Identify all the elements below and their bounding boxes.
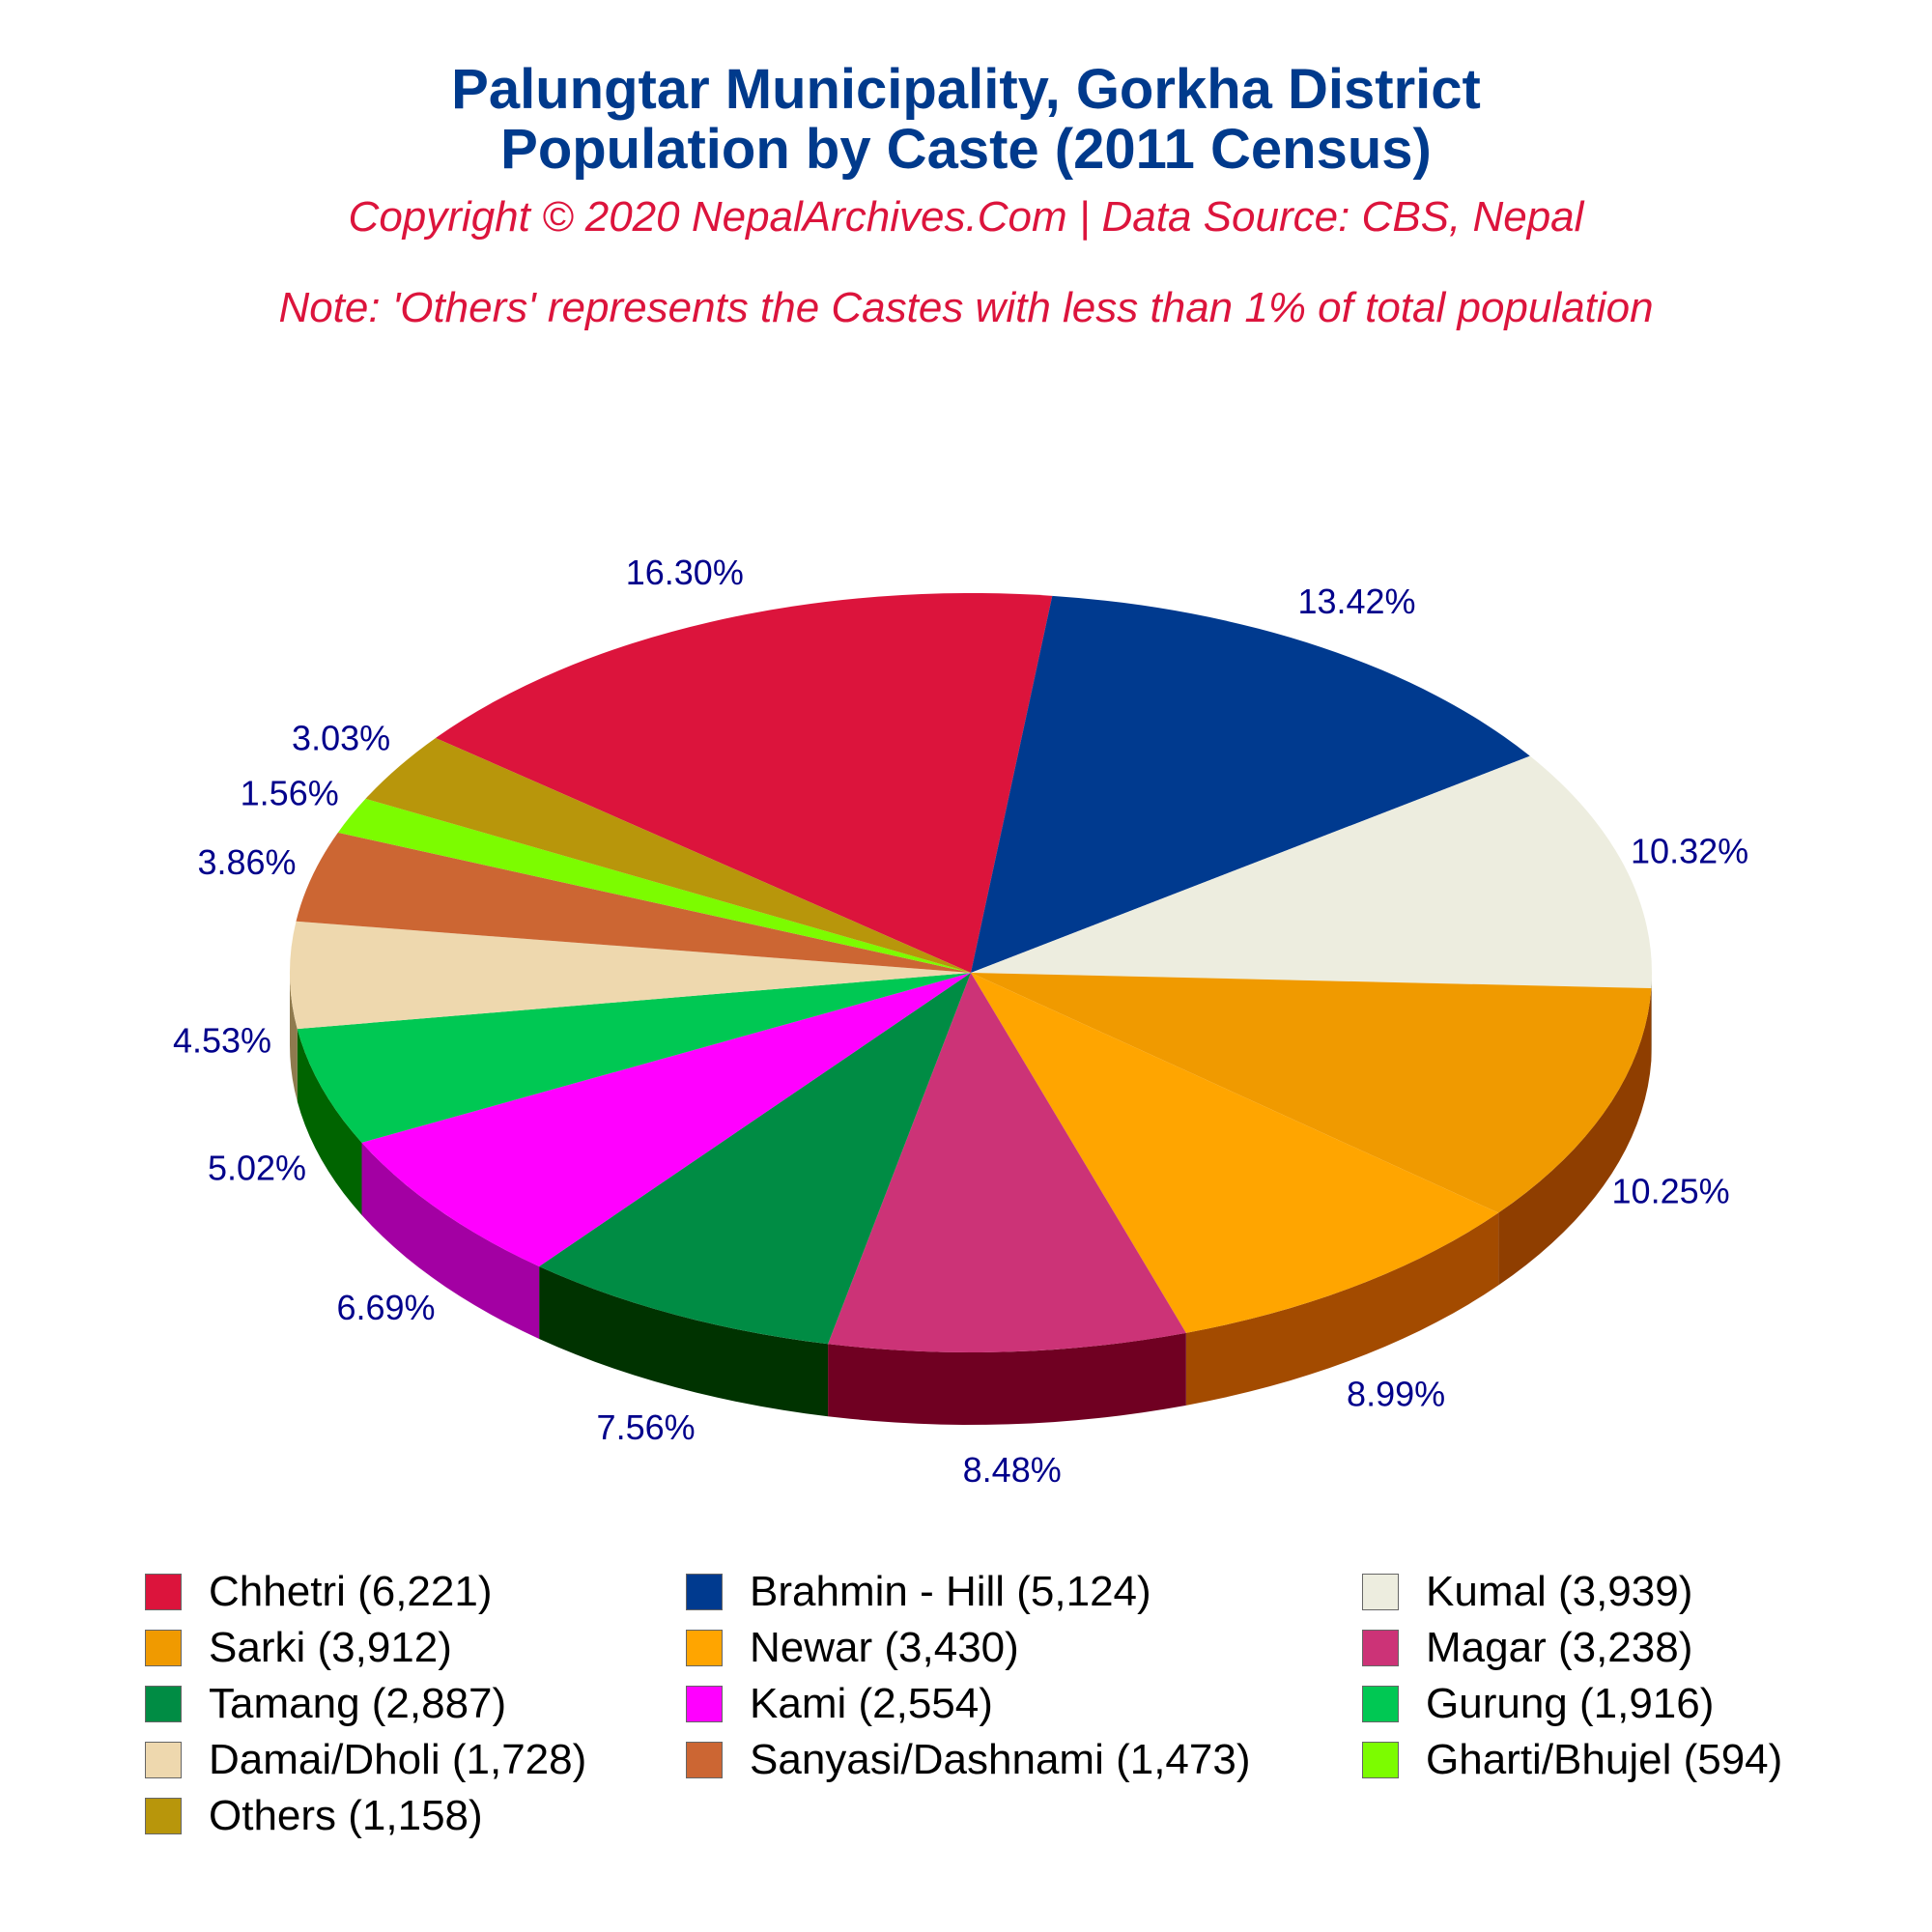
pct-label-chhetri: 16.30% xyxy=(626,553,744,592)
slice-tamang xyxy=(539,973,971,1345)
slice-side-gurung xyxy=(297,1029,362,1215)
legend-swatch xyxy=(686,1574,723,1610)
slice-side-kumal xyxy=(1651,973,1652,1062)
slice-sarki xyxy=(971,973,1652,1213)
legend-item-tamang: Tamang (2,887) xyxy=(145,1677,686,1731)
slice-side-tamang xyxy=(539,1265,829,1417)
legend-label: Kumal (3,939) xyxy=(1426,1568,1693,1615)
legend-swatch xyxy=(1362,1686,1399,1722)
slice-gurung xyxy=(297,973,971,1143)
slice-newar xyxy=(971,973,1499,1333)
legend-item-others: Others (1,158) xyxy=(145,1789,686,1843)
note-text: Note: 'Others' represents the Castes wit… xyxy=(278,284,1654,331)
legend-item-sanyasi-dashnami: Sanyasi/Dashnami (1,473) xyxy=(686,1733,1362,1787)
legend-item-kami: Kami (2,554) xyxy=(686,1677,1362,1731)
slice-side-kami xyxy=(361,1142,540,1339)
legend-item-magar: Magar (3,238) xyxy=(1362,1621,1835,1675)
pct-label-damai-dholi: 4.53% xyxy=(173,1020,271,1060)
legend-label: Kami (2,554) xyxy=(750,1680,993,1727)
legend-item-brahmin-hill: Brahmin - Hill (5,124) xyxy=(686,1565,1362,1619)
legend-swatch xyxy=(686,1630,723,1666)
pct-label-gurung: 5.02% xyxy=(208,1149,306,1188)
pct-label-magar: 8.48% xyxy=(963,1450,1062,1490)
legend-label: Others (1,158) xyxy=(209,1792,483,1839)
legend-item-gharti-bhujel: Gharti/Bhujel (594) xyxy=(1362,1733,1835,1787)
legend-swatch xyxy=(686,1686,723,1722)
pct-label-others: 3.03% xyxy=(292,719,390,758)
slice-brahmin-hill xyxy=(971,595,1530,973)
pct-label-kami: 6.69% xyxy=(336,1288,435,1327)
slice-others xyxy=(365,737,971,973)
chart-titles: Palungtar Municipality, Gorkha District … xyxy=(0,60,1932,332)
legend-swatch xyxy=(145,1798,182,1834)
pct-label-brahmin-hill: 13.42% xyxy=(1297,582,1415,621)
pie-top xyxy=(289,593,1652,1352)
copyright-text: Copyright © 2020 NepalArchives.Com | Dat… xyxy=(348,193,1584,241)
slice-kumal xyxy=(971,755,1652,989)
legend-swatch xyxy=(1362,1574,1399,1610)
slice-side-sarki xyxy=(1498,988,1652,1286)
legend-label: Newar (3,430) xyxy=(750,1624,1019,1671)
legend-label: Chhetri (6,221) xyxy=(209,1568,493,1615)
slice-sanyasi-dashnami xyxy=(296,832,971,973)
pct-label-sanyasi-dashnami: 3.86% xyxy=(197,842,296,882)
pct-label-tamang: 7.56% xyxy=(597,1407,696,1447)
pct-label-gharti-bhujel: 1.56% xyxy=(241,773,339,812)
slice-kami xyxy=(361,973,971,1266)
legend-swatch xyxy=(145,1686,182,1722)
slice-gharti-bhujel xyxy=(337,798,971,973)
pct-label-sarki: 10.25% xyxy=(1612,1172,1730,1211)
slice-side-newar xyxy=(1185,1212,1499,1406)
slice-magar xyxy=(828,973,1186,1352)
pct-label-kumal: 10.32% xyxy=(1631,832,1748,871)
legend-label: Gharti/Bhujel (594) xyxy=(1426,1736,1783,1783)
legend-item-newar: Newar (3,430) xyxy=(686,1621,1362,1675)
legend-item-sarki: Sarki (3,912) xyxy=(145,1621,686,1675)
legend-swatch xyxy=(145,1574,182,1610)
legend-label: Magar (3,238) xyxy=(1426,1624,1693,1671)
legend-item-chhetri: Chhetri (6,221) xyxy=(145,1565,686,1619)
legend-label: Gurung (1,916) xyxy=(1426,1680,1715,1727)
legend-item-gurung: Gurung (1,916) xyxy=(1362,1677,1835,1731)
legend-swatch xyxy=(145,1630,182,1666)
chart-title: Palungtar Municipality, Gorkha District xyxy=(451,58,1481,121)
pct-label-newar: 8.99% xyxy=(1347,1374,1445,1413)
legend-label: Sanyasi/Dashnami (1,473) xyxy=(750,1736,1251,1783)
slice-damai-dholi xyxy=(289,921,972,1030)
legend-swatch xyxy=(145,1742,182,1778)
slice-side-magar xyxy=(828,1332,1186,1425)
legend-swatch xyxy=(686,1742,723,1778)
legend-label: Tamang (2,887) xyxy=(209,1680,507,1727)
slice-chhetri xyxy=(435,593,1053,973)
pie-sides xyxy=(290,973,1652,1425)
chart-subtitle: Population by Caste (2011 Census) xyxy=(500,118,1432,181)
chart-legend: Chhetri (6,221) Brahmin - Hill (5,124) Kum… xyxy=(145,1565,1835,1843)
legend-swatch xyxy=(1362,1742,1399,1778)
slice-side-damai-dholi xyxy=(290,973,298,1102)
legend-label: Brahmin - Hill (5,124) xyxy=(750,1568,1151,1615)
legend-item-kumal: Kumal (3,939) xyxy=(1362,1565,1835,1619)
legend-swatch xyxy=(1362,1630,1399,1666)
legend-label: Damai/Dholi (1,728) xyxy=(209,1736,587,1783)
legend-label: Sarki (3,912) xyxy=(209,1624,452,1671)
pie-labels: 16.30% 13.42% 10.32% 10.25% 8.99% 8.48% 7.56% 6… xyxy=(173,553,1748,1490)
legend-item-damai-dholi: Damai/Dholi (1,728) xyxy=(145,1733,686,1787)
